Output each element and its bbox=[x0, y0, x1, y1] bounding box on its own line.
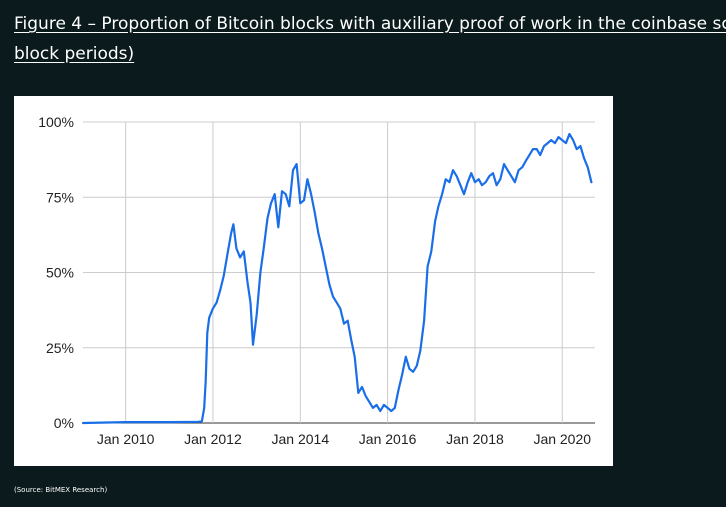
chart-gridlines bbox=[83, 121, 595, 424]
figure-title-line-1: Figure 4 – Proportion of Bitcoin blocks … bbox=[14, 14, 726, 34]
y-tick-label-100: 100% bbox=[38, 114, 74, 130]
chart-series bbox=[81, 132, 593, 425]
y-tick-label-50: 50% bbox=[46, 265, 74, 281]
series-line-0 bbox=[81, 132, 593, 425]
x-tick-label-0: Jan 2010 bbox=[97, 431, 155, 447]
y-tick-label-25: 25% bbox=[46, 340, 74, 356]
x-axis-tick-labels: Jan 2010 Jan 2012 Jan 2014 Jan 2016 Jan 2018… bbox=[97, 431, 591, 447]
x-tick-label-5: Jan 2020 bbox=[533, 431, 591, 447]
figure-title-line-2: block periods) bbox=[14, 44, 135, 64]
y-axis-tick-labels: 0% 25% 50% 75% 100% bbox=[38, 114, 74, 431]
chart-panel: 0% 25% 50% 75% 100% Jan 2010 Jan 2012 Jan 2014… bbox=[14, 96, 613, 466]
x-tick-label-3: Jan 2016 bbox=[359, 431, 417, 447]
x-tick-label-4: Jan 2018 bbox=[446, 431, 504, 447]
x-tick-label-1: Jan 2012 bbox=[184, 431, 242, 447]
line-chart: 0% 25% 50% 75% 100% Jan 2010 Jan 2012 Jan 2014… bbox=[38, 114, 595, 447]
figure-title[interactable]: Figure 4 – Proportion of Bitcoin blocks … bbox=[14, 9, 726, 69]
source-note: (Source: BitMEX Research) bbox=[14, 486, 108, 494]
x-tick-label-2: Jan 2014 bbox=[272, 431, 330, 447]
y-tick-label-75: 75% bbox=[46, 189, 74, 205]
y-tick-label-0: 0% bbox=[54, 415, 74, 431]
